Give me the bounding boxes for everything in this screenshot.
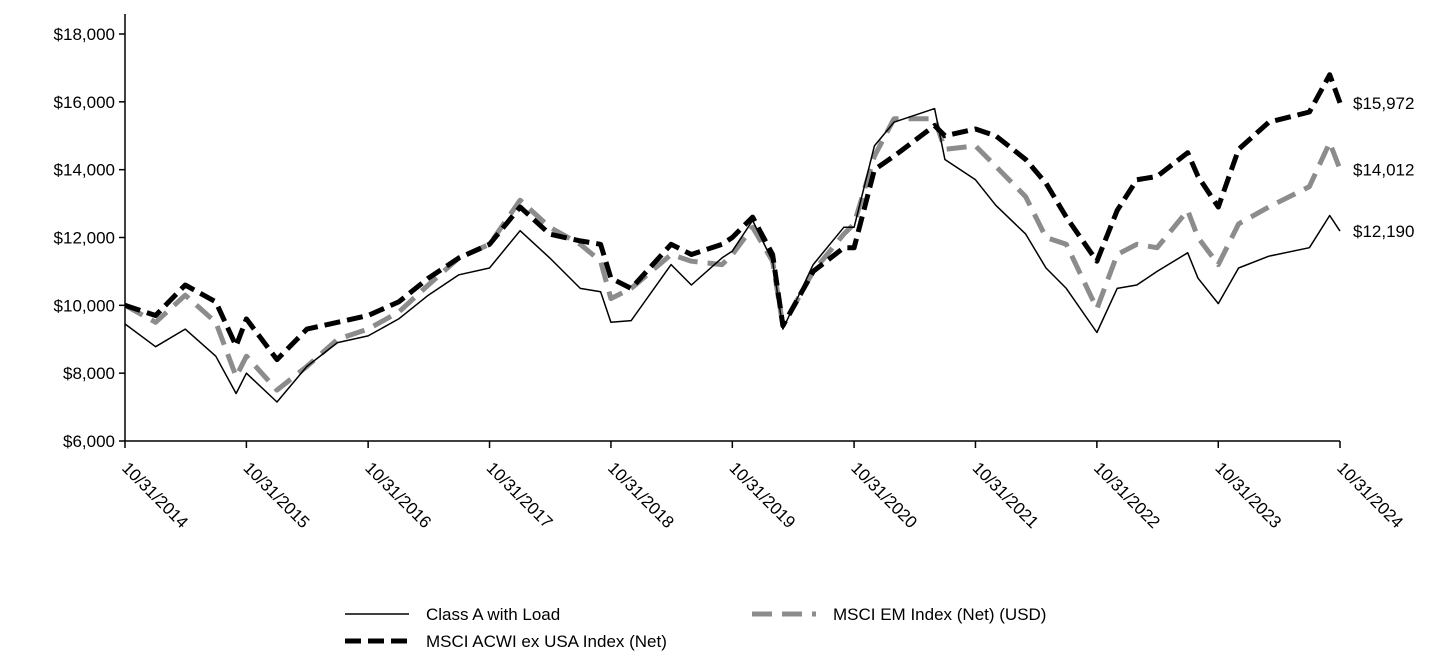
series-end-label: $14,012	[1353, 160, 1414, 179]
series-end-label: $12,190	[1353, 222, 1414, 241]
x-tick-label: 10/31/2016	[361, 458, 435, 532]
series-line	[123, 116, 1343, 393]
x-tick-label: 10/31/2018	[604, 458, 678, 532]
legend-label: Class A with Load	[426, 605, 560, 624]
y-tick-label: $8,000	[63, 364, 115, 383]
series-end-label: $15,972	[1353, 94, 1414, 113]
legend-label: MSCI EM Index (Net) (USD)	[833, 605, 1046, 624]
x-tick-label: 10/31/2022	[1090, 458, 1164, 532]
x-tick-label: 10/31/2023	[1211, 458, 1285, 532]
x-tick-label: 10/31/2019	[726, 458, 800, 532]
series-layer	[123, 72, 1343, 403]
end-labels: $12,190 $15,972 $14,012	[1353, 94, 1414, 241]
chart-axes: $6,000 $8,000 $10,000 $12,000 $14,000 $16,000…	[54, 14, 1407, 532]
y-tick-label: $18,000	[54, 25, 115, 44]
x-tick-label: 10/31/2020	[847, 458, 921, 532]
x-tick-label: 10/31/2017	[483, 458, 557, 532]
legend: Class A with Load MSCI EM Index (Net) (US…	[345, 605, 1046, 651]
legend-label: MSCI ACWI ex USA Index (Net)	[426, 632, 667, 651]
y-tick-label: $14,000	[54, 161, 115, 180]
x-tick-label: 10/31/2015	[240, 458, 314, 532]
series-line	[124, 107, 1341, 403]
y-tick-label: $12,000	[54, 229, 115, 248]
y-tick-label: $16,000	[54, 93, 115, 112]
y-tick-label: $10,000	[54, 296, 115, 315]
x-tick-label: 10/31/2021	[969, 458, 1043, 532]
series-line	[124, 72, 1343, 363]
y-tick-label: $6,000	[63, 432, 115, 451]
x-tick-label: 10/31/2014	[118, 458, 192, 532]
x-tick-label: 10/31/2024	[1333, 458, 1407, 532]
